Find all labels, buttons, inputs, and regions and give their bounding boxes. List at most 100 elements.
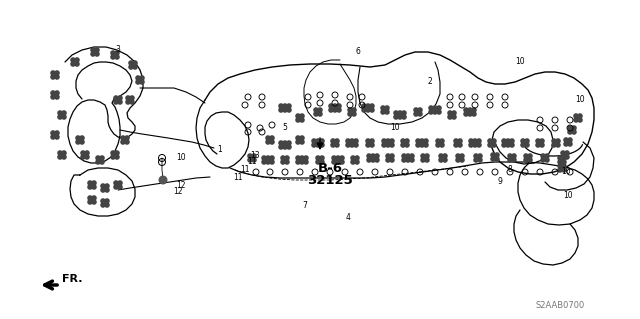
Circle shape [420, 153, 426, 159]
Text: 10: 10 [563, 190, 573, 199]
Circle shape [476, 138, 482, 144]
Circle shape [87, 184, 93, 190]
Circle shape [557, 159, 563, 165]
Circle shape [328, 103, 334, 109]
Circle shape [303, 155, 309, 161]
Circle shape [80, 154, 86, 160]
Circle shape [76, 139, 81, 145]
Circle shape [100, 198, 106, 204]
Circle shape [319, 159, 325, 165]
Text: 10: 10 [515, 57, 525, 66]
Circle shape [438, 157, 444, 163]
Text: 2: 2 [428, 78, 433, 86]
Circle shape [460, 157, 465, 163]
Text: 13: 13 [250, 151, 260, 160]
Circle shape [300, 159, 305, 165]
Circle shape [54, 94, 60, 100]
Circle shape [520, 138, 526, 144]
Circle shape [87, 195, 93, 201]
Circle shape [280, 155, 286, 161]
Circle shape [487, 138, 493, 144]
Circle shape [468, 142, 474, 148]
Circle shape [286, 107, 292, 113]
Circle shape [404, 138, 410, 144]
Circle shape [339, 159, 345, 165]
Circle shape [467, 107, 473, 113]
Circle shape [345, 142, 351, 148]
Circle shape [76, 135, 81, 141]
Circle shape [54, 70, 60, 76]
Circle shape [114, 50, 120, 56]
Circle shape [374, 157, 380, 163]
Circle shape [92, 199, 97, 205]
Text: B-6: B-6 [317, 162, 342, 175]
Circle shape [471, 111, 477, 117]
Circle shape [300, 113, 305, 119]
Circle shape [527, 153, 532, 159]
Circle shape [278, 103, 284, 109]
Circle shape [114, 150, 120, 156]
Circle shape [280, 159, 286, 165]
Circle shape [473, 153, 479, 159]
Circle shape [567, 129, 573, 135]
Circle shape [84, 150, 90, 156]
Circle shape [313, 111, 319, 117]
Circle shape [315, 159, 321, 165]
Circle shape [54, 74, 60, 80]
Circle shape [535, 138, 541, 144]
Circle shape [463, 111, 468, 117]
Circle shape [347, 111, 353, 117]
Circle shape [332, 103, 338, 109]
Text: 10: 10 [176, 153, 186, 162]
Circle shape [265, 135, 271, 141]
Circle shape [419, 142, 425, 148]
Circle shape [315, 142, 321, 148]
Circle shape [567, 125, 573, 131]
Circle shape [492, 138, 497, 144]
Circle shape [54, 134, 60, 140]
Text: 5: 5 [283, 123, 287, 132]
Circle shape [94, 51, 100, 57]
Circle shape [573, 117, 579, 123]
Circle shape [572, 129, 577, 135]
Circle shape [393, 110, 399, 116]
Text: 1: 1 [218, 145, 222, 154]
Circle shape [447, 110, 453, 116]
Text: 32125: 32125 [307, 174, 353, 188]
Circle shape [132, 64, 138, 70]
Circle shape [451, 110, 457, 116]
Circle shape [365, 103, 371, 109]
Circle shape [507, 153, 513, 159]
Circle shape [295, 113, 301, 119]
Circle shape [265, 159, 271, 165]
Circle shape [50, 90, 56, 96]
Circle shape [125, 99, 131, 105]
Circle shape [159, 175, 168, 184]
Circle shape [432, 109, 438, 115]
Circle shape [317, 111, 323, 117]
Circle shape [381, 142, 387, 148]
Circle shape [511, 157, 517, 163]
Circle shape [311, 138, 317, 144]
Circle shape [365, 138, 371, 144]
Circle shape [128, 60, 134, 66]
Circle shape [540, 138, 545, 144]
Circle shape [354, 155, 360, 161]
Circle shape [334, 142, 340, 148]
Circle shape [132, 60, 138, 66]
Circle shape [490, 156, 496, 162]
Circle shape [567, 137, 573, 143]
Circle shape [70, 61, 76, 67]
Circle shape [560, 154, 566, 160]
Circle shape [509, 138, 515, 144]
Circle shape [401, 110, 407, 116]
Circle shape [507, 157, 513, 163]
Circle shape [492, 142, 497, 148]
Circle shape [61, 114, 67, 120]
Text: 10: 10 [561, 167, 571, 176]
Circle shape [455, 153, 461, 159]
Circle shape [405, 153, 411, 159]
Circle shape [415, 138, 421, 144]
Circle shape [303, 159, 309, 165]
Circle shape [477, 153, 483, 159]
